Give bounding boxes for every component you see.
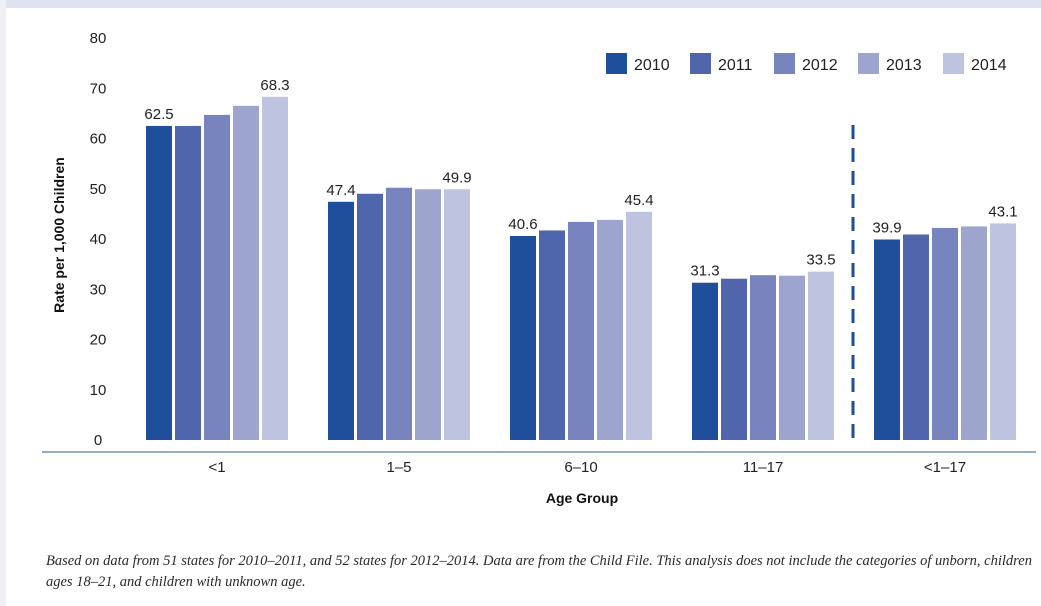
legend-label-2014: 2014	[971, 57, 1007, 74]
data-label-lt1-17-2014: 43.1	[988, 203, 1017, 220]
data-label-lt1-2014: 68.3	[260, 77, 289, 94]
bar-11-17-2014	[808, 271, 834, 440]
y-tick-label-20: 20	[90, 332, 107, 349]
bar-11-17-2013	[779, 275, 805, 440]
x-axis-title: Age Group	[546, 490, 618, 506]
legend-swatch-2011	[690, 53, 711, 74]
bar-6-10-2014	[626, 211, 652, 440]
data-label-1-5-2014: 49.9	[442, 169, 471, 186]
chart-note: Based on data from 51 states for 2010–20…	[46, 553, 1032, 590]
left-strip	[0, 0, 6, 606]
data-label-1-5-2010: 47.4	[326, 182, 355, 199]
bar-lt1-2011	[175, 125, 201, 440]
bar-1-5-2012	[386, 187, 412, 440]
legend-label-2011: 2011	[718, 57, 753, 74]
bar-6-10-2013	[597, 219, 623, 440]
bar-lt1-17-2012	[932, 227, 958, 440]
bar-1-5-2014	[444, 189, 470, 440]
data-label-lt1-2010: 62.5	[144, 106, 173, 123]
legend-swatch-2013	[858, 53, 879, 74]
x-tick-label-6-10: 6–10	[564, 459, 597, 476]
bar-lt1-2012	[204, 114, 230, 440]
legend-label-2010: 2010	[634, 57, 670, 74]
bar-6-10-2012	[568, 221, 594, 440]
y-tick-label-40: 40	[90, 231, 107, 248]
legend-label-2012: 2012	[802, 57, 838, 74]
y-tick-label-70: 70	[90, 80, 107, 97]
bar-lt1-2014	[262, 96, 288, 440]
x-tick-label-1-5: 1–5	[386, 459, 411, 476]
bar-lt1-2013	[233, 105, 259, 441]
y-tick-label-80: 80	[90, 30, 107, 47]
x-tick-label-lt1-17: <1–17	[924, 459, 966, 476]
bar-lt1-17-2010	[874, 239, 900, 440]
data-label-6-10-2014: 45.4	[624, 192, 653, 209]
y-tick-label-50: 50	[90, 181, 107, 198]
legend-label-2013: 2013	[886, 57, 922, 74]
y-tick-label-0: 0	[94, 432, 102, 449]
y-tick-label-60: 60	[90, 131, 107, 148]
chart-area: 0 10 20 30 40 50 60 70 80 Rate per 1,000 Children…	[42, 30, 1036, 506]
bar-1-5-2013	[415, 189, 441, 440]
y-tick-label-30: 30	[90, 281, 107, 298]
bar-lt1-17-2011	[903, 234, 929, 440]
bar-1-5-2011	[357, 193, 383, 440]
bar-11-17-2012	[750, 275, 776, 440]
data-label-11-17-2010: 31.3	[690, 263, 719, 280]
y-axis-title: Rate per 1,000 Children	[51, 157, 67, 313]
bar-6-10-2010	[510, 235, 536, 440]
y-tick-label-10: 10	[90, 382, 107, 399]
legend-swatch-2012	[774, 53, 795, 74]
top-band	[0, 0, 1041, 8]
bar-lt1-17-2014	[990, 223, 1016, 440]
bar-lt1-17-2013	[961, 226, 987, 440]
data-label-6-10-2010: 40.6	[508, 216, 537, 233]
data-label-11-17-2014: 33.5	[806, 252, 835, 269]
bar-6-10-2011	[539, 230, 565, 440]
x-tick-label-11-17: 11–17	[743, 459, 784, 476]
x-tick-label-lt1: <1	[208, 459, 225, 476]
bar-lt1-2010	[146, 125, 172, 440]
legend-swatch-2014	[943, 53, 964, 74]
bar-11-17-2010	[692, 282, 718, 440]
legend-swatch-2010	[606, 53, 627, 74]
data-label-lt1-17-2010: 39.9	[872, 220, 901, 237]
bar-chart: 0 10 20 30 40 50 60 70 80 Rate per 1,000 Children…	[42, 30, 1036, 506]
bar-11-17-2011	[721, 278, 747, 440]
bar-1-5-2010	[328, 201, 354, 440]
